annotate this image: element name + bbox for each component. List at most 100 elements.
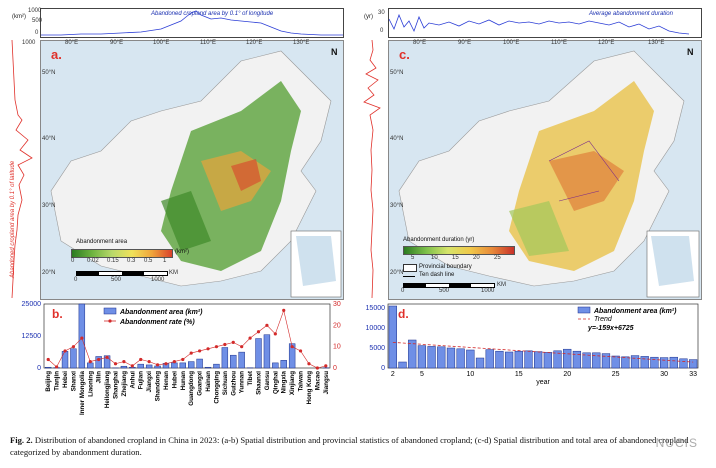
category-label: Hunan (180, 371, 187, 390)
bar-area-year (592, 352, 601, 369)
legend-label-trend: Trend (594, 316, 613, 323)
bar-area-year (534, 351, 543, 369)
category-label: Heilongjiang (104, 371, 111, 408)
x-tick: 10 (466, 371, 474, 378)
legend-c-tick-0: 5 (411, 255, 415, 261)
top-tick-c-1: 0 (380, 28, 384, 34)
rate-point (282, 308, 286, 312)
scale-c-tick-2: 1000 (481, 288, 495, 294)
bar-area (145, 364, 153, 369)
lon-label: 100°E (153, 40, 170, 46)
bar-area-year (446, 347, 456, 369)
duration-profile: Average abandonment duration (388, 8, 702, 38)
bar-area (87, 362, 94, 369)
x-tick: 25 (612, 371, 620, 378)
duration-profile-line (388, 13, 690, 35)
scale-unit: KM (169, 270, 178, 276)
y-right-tick: 0 (333, 365, 337, 372)
bar-area (61, 351, 69, 369)
bar-area (196, 358, 203, 369)
caption-fig-number: Fig. 2. (10, 435, 33, 445)
category-label: Yunnan (239, 371, 246, 394)
bar-area-year (563, 348, 572, 369)
rate-point (265, 323, 269, 327)
rate-point (206, 347, 210, 351)
y-right-tick: 20 (333, 322, 341, 329)
bar-area-year (582, 352, 591, 369)
rate-point (46, 357, 50, 362)
lon-label: 130°E (293, 40, 310, 46)
bar-area-year (514, 350, 523, 369)
scale-tick-2: 1000 (151, 277, 165, 283)
panel-label-d: d. (398, 307, 409, 321)
legend-unit: (km²) (175, 249, 189, 255)
panel-label-c: c. (399, 47, 410, 62)
x-axis-label: year (536, 379, 550, 386)
category-label: Ningxia (281, 370, 288, 393)
trend-line (392, 341, 694, 363)
top-unit: (km²) (12, 14, 26, 20)
lat-label-c: 50°N (390, 70, 404, 76)
bar-area-year (650, 356, 659, 369)
rate-point (88, 360, 92, 364)
category-label: Tibet (247, 371, 254, 386)
category-label: Hong Kong (306, 371, 313, 405)
panel-c: Average abandonment duration (yr) 30 0 c… (358, 8, 708, 300)
category-label: Jiangxi (146, 371, 153, 393)
legend-title-c: Abandonment duration (yr) (403, 237, 475, 243)
bar-area-year (437, 346, 446, 369)
rate-point (105, 355, 109, 359)
rate-point (307, 362, 311, 366)
scale-bar (76, 271, 168, 276)
legend-swatch-area (103, 307, 117, 315)
bar-area (120, 365, 128, 369)
left-tick: 1000 (22, 40, 36, 46)
x-tick: 15 (515, 371, 523, 378)
bar-area-year (388, 305, 397, 369)
legend-swatch-area-d (577, 306, 591, 314)
category-label: Guangxi (197, 371, 204, 396)
bar-area-year (485, 349, 494, 369)
legend-colorbar-c (403, 246, 515, 255)
rate-point (315, 366, 319, 370)
provincial-boundary-swatch (403, 264, 417, 272)
panel-label-a: a. (51, 47, 62, 62)
figure-caption: Fig. 2. Distribution of abandoned cropla… (10, 434, 706, 458)
longitude-profile: Abandoned cropland area by 0.1° of longi… (40, 8, 344, 38)
bar-area-year (669, 356, 678, 369)
bar-area (188, 361, 195, 369)
category-label: Sichuan (222, 371, 229, 395)
map-abandonment-area: a. N Abandonment area (km²) 0 0.02 0.15 … (40, 40, 344, 300)
duration-profile-title: Average abandonment duration (589, 11, 673, 17)
y-tick: 15000 (366, 305, 386, 312)
lon-label: 90°E (110, 40, 124, 46)
panel-a: Abandoned cropland area by 0.1° of longi… (10, 8, 350, 300)
category-label: Guizhou (230, 371, 237, 396)
bar-area-year (621, 356, 630, 369)
bar-area-year (398, 361, 407, 369)
lon-label: 120°E (246, 40, 263, 46)
provincial-boundary-label: Provincial boundary (419, 264, 472, 270)
y-left-tick: 25000 (22, 301, 42, 308)
bar-area (272, 362, 279, 369)
lat-label: 40°N (42, 136, 56, 142)
x-tick: 20 (563, 371, 571, 378)
rate-point (248, 336, 252, 340)
rate-point (139, 357, 143, 362)
lat-label: 20°N (42, 270, 56, 276)
trend-equation: y=-159x+6725 (587, 325, 634, 332)
ten-dash-label: Ten dash line (419, 272, 455, 278)
latitude-profile: 1000 (10, 39, 38, 299)
bar-area-year (495, 350, 504, 369)
lat-label-c: 40°N (390, 136, 404, 142)
y-left-tick: 0 (37, 365, 41, 372)
legend-c-tick-1: 10 (431, 255, 438, 261)
legend-tick-1: 0.02 (87, 258, 99, 264)
lon-label-c: 100°E (503, 40, 520, 46)
x-tick: 30 (660, 371, 668, 378)
x-tick: 2 (391, 371, 395, 378)
scale-tick-1: 500 (111, 277, 122, 283)
scale-c-tick-1: 500 (439, 288, 450, 294)
rate-point (71, 345, 76, 349)
